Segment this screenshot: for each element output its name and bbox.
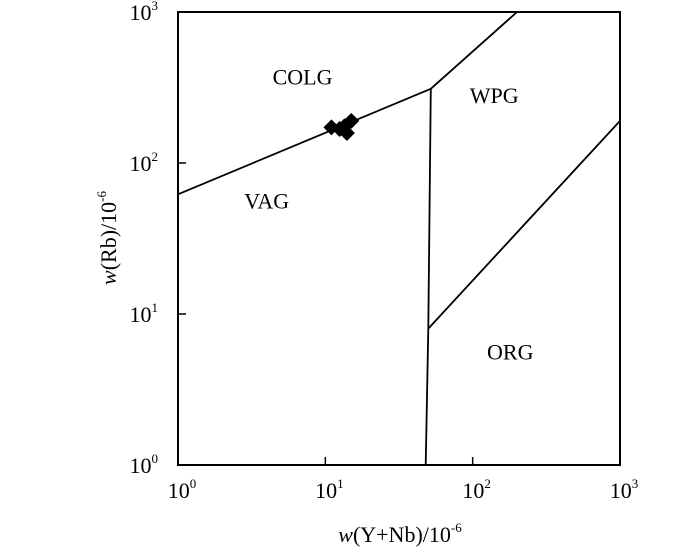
x-tick-label-2: 101 xyxy=(315,476,344,503)
data-points xyxy=(323,112,360,142)
x-axis-label: w(Y+Nb)/10-6 xyxy=(338,520,462,547)
y-tick-label-1: 100 xyxy=(130,451,159,478)
region-label-vag: VAG xyxy=(244,188,289,213)
boundary-lines xyxy=(177,11,621,466)
boundary-line-1 xyxy=(177,87,432,196)
data-point-4 xyxy=(338,125,355,142)
data-point-5 xyxy=(343,112,360,129)
data-point-1 xyxy=(323,119,340,136)
x-tick-label-4: 103 xyxy=(610,476,639,503)
x-tick-label-3: 102 xyxy=(462,476,491,503)
x-tick-label-1: 100 xyxy=(168,476,197,503)
plot-area xyxy=(177,11,621,466)
y-tick-label-2: 101 xyxy=(130,300,159,327)
y-tick-label-3: 102 xyxy=(130,149,159,176)
region-labels: COLG WPG VAG ORG xyxy=(244,65,533,365)
y-tick-label-4: 103 xyxy=(130,0,159,25)
region-label-colg: COLG xyxy=(273,65,333,90)
y-axis-label: w(Rb)/10-6 xyxy=(94,191,121,285)
boundary-line-3 xyxy=(424,88,432,466)
region-label-wpg: WPG xyxy=(470,83,519,108)
boundary-line-2 xyxy=(430,11,518,90)
boundary-line-4 xyxy=(427,120,621,330)
axis-ticks: 100 101 102 103 100 101 102 103 xyxy=(130,0,639,503)
region-label-org: ORG xyxy=(487,339,534,364)
